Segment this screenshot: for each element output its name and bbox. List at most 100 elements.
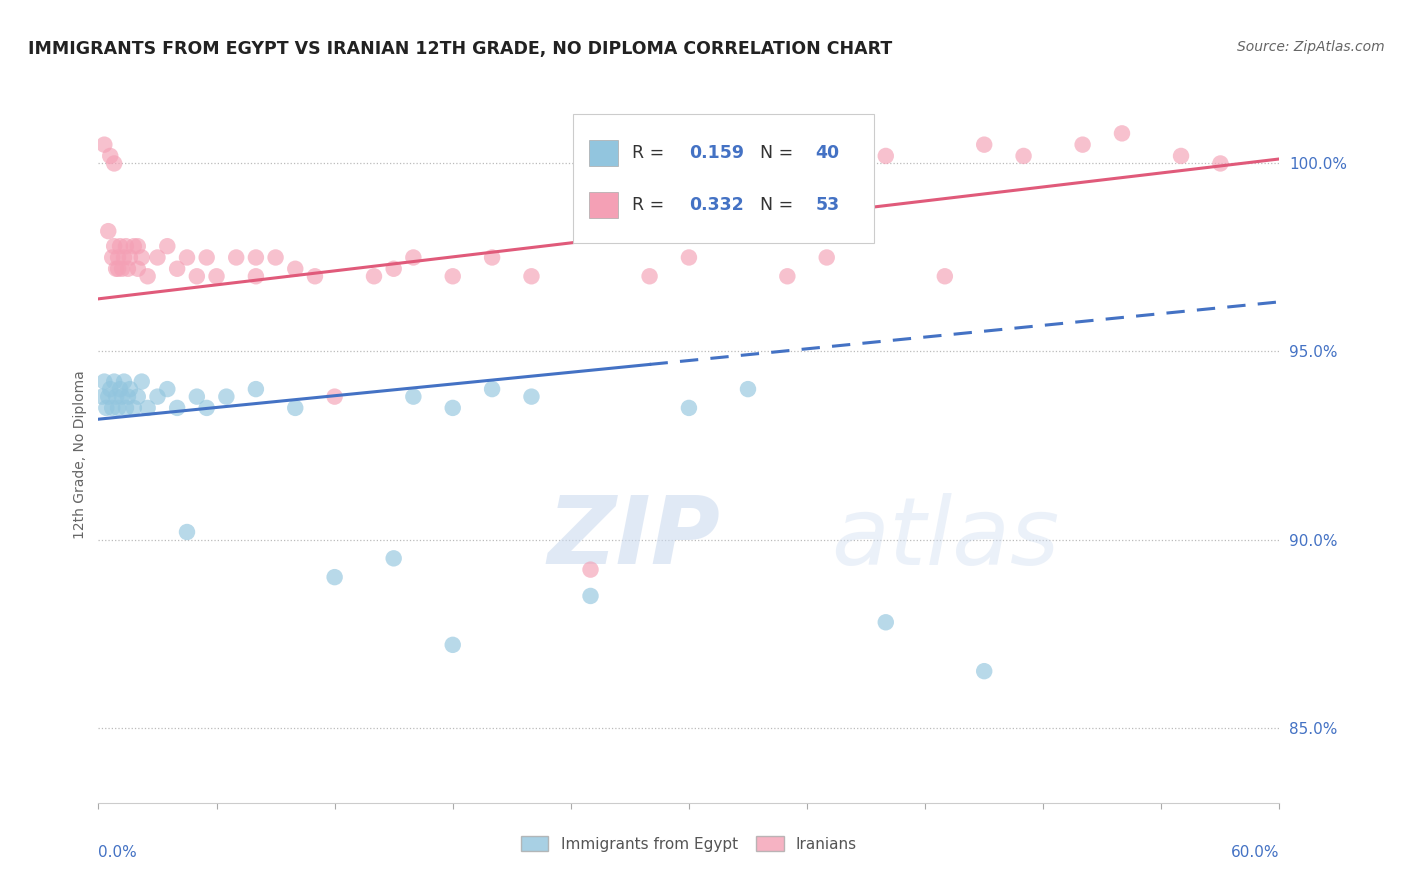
Point [122, 239, 145, 253]
Point [127, 261, 149, 276]
Point [245, 251, 267, 265]
Point [481, 382, 503, 396]
Point [875, 149, 897, 163]
Point [122, 401, 145, 415]
Text: N =: N = [759, 196, 793, 214]
Point [103, 156, 125, 170]
Point [245, 269, 267, 284]
Point [98, 149, 121, 163]
Point [101, 401, 124, 415]
Text: R =: R = [633, 144, 665, 162]
Point [111, 261, 134, 276]
Point [195, 401, 218, 415]
Point [146, 390, 169, 404]
Point [245, 382, 267, 396]
Point [638, 269, 661, 284]
Point [225, 251, 247, 265]
Legend: Immigrants from Egypt, Iranians: Immigrants from Egypt, Iranians [515, 830, 863, 858]
Point [103, 375, 125, 389]
Text: 0.0%: 0.0% [98, 845, 138, 860]
Point [103, 239, 125, 253]
Text: 53: 53 [815, 196, 839, 214]
Point [117, 261, 139, 276]
FancyBboxPatch shape [574, 114, 875, 243]
Point [934, 269, 956, 284]
Point [264, 251, 287, 265]
Point [93, 375, 115, 389]
Point [105, 390, 128, 404]
Point [402, 251, 425, 265]
Point [105, 261, 128, 276]
Point [382, 261, 405, 276]
Point [402, 390, 425, 404]
Text: atlas: atlas [831, 493, 1059, 584]
Point [108, 382, 131, 396]
Point [97, 390, 120, 404]
Point [156, 239, 179, 253]
Point [98, 382, 121, 396]
Text: N =: N = [759, 144, 793, 162]
Point [520, 390, 543, 404]
Point [156, 382, 179, 396]
Point [107, 401, 129, 415]
Point [875, 615, 897, 630]
Point [131, 375, 153, 389]
Point [115, 401, 138, 415]
Text: 0.159: 0.159 [689, 144, 744, 162]
Point [205, 269, 228, 284]
Point [127, 239, 149, 253]
Point [678, 401, 700, 415]
Point [127, 390, 149, 404]
Point [1071, 137, 1094, 152]
Text: IMMIGRANTS FROM EGYPT VS IRANIAN 12TH GRADE, NO DIPLOMA CORRELATION CHART: IMMIGRANTS FROM EGYPT VS IRANIAN 12TH GR… [28, 40, 893, 58]
Point [1111, 127, 1133, 141]
Point [520, 269, 543, 284]
Point [97, 224, 120, 238]
Point [176, 251, 198, 265]
Point [284, 401, 307, 415]
Point [176, 524, 198, 539]
Point [304, 269, 326, 284]
Point [108, 239, 131, 253]
Point [776, 269, 799, 284]
Point [112, 251, 135, 265]
Point [441, 638, 464, 652]
Point [117, 390, 139, 404]
Point [91, 390, 114, 404]
Point [146, 251, 169, 265]
Point [441, 401, 464, 415]
Point [115, 239, 138, 253]
Point [323, 570, 346, 584]
Text: 60.0%: 60.0% [1232, 845, 1279, 860]
Point [678, 251, 700, 265]
Point [118, 251, 141, 265]
Point [1170, 149, 1192, 163]
Point [579, 563, 602, 577]
Point [112, 375, 135, 389]
Point [166, 261, 188, 276]
Text: 0.332: 0.332 [689, 196, 744, 214]
Point [284, 261, 307, 276]
FancyBboxPatch shape [589, 192, 619, 219]
Point [136, 401, 159, 415]
Point [323, 390, 346, 404]
Point [363, 269, 385, 284]
Point [441, 269, 464, 284]
Point [96, 401, 118, 415]
Point [107, 251, 129, 265]
Point [481, 251, 503, 265]
Point [131, 251, 153, 265]
Point [195, 251, 218, 265]
Text: Source: ZipAtlas.com: Source: ZipAtlas.com [1237, 40, 1385, 54]
Point [382, 551, 405, 566]
FancyBboxPatch shape [589, 140, 619, 166]
Point [101, 251, 124, 265]
Y-axis label: 12th Grade, No Diploma: 12th Grade, No Diploma [73, 370, 87, 540]
Point [166, 401, 188, 415]
Point [1012, 149, 1035, 163]
Point [1209, 156, 1232, 170]
Point [579, 589, 602, 603]
Point [111, 390, 134, 404]
Text: ZIP: ZIP [547, 492, 720, 584]
Point [215, 390, 238, 404]
